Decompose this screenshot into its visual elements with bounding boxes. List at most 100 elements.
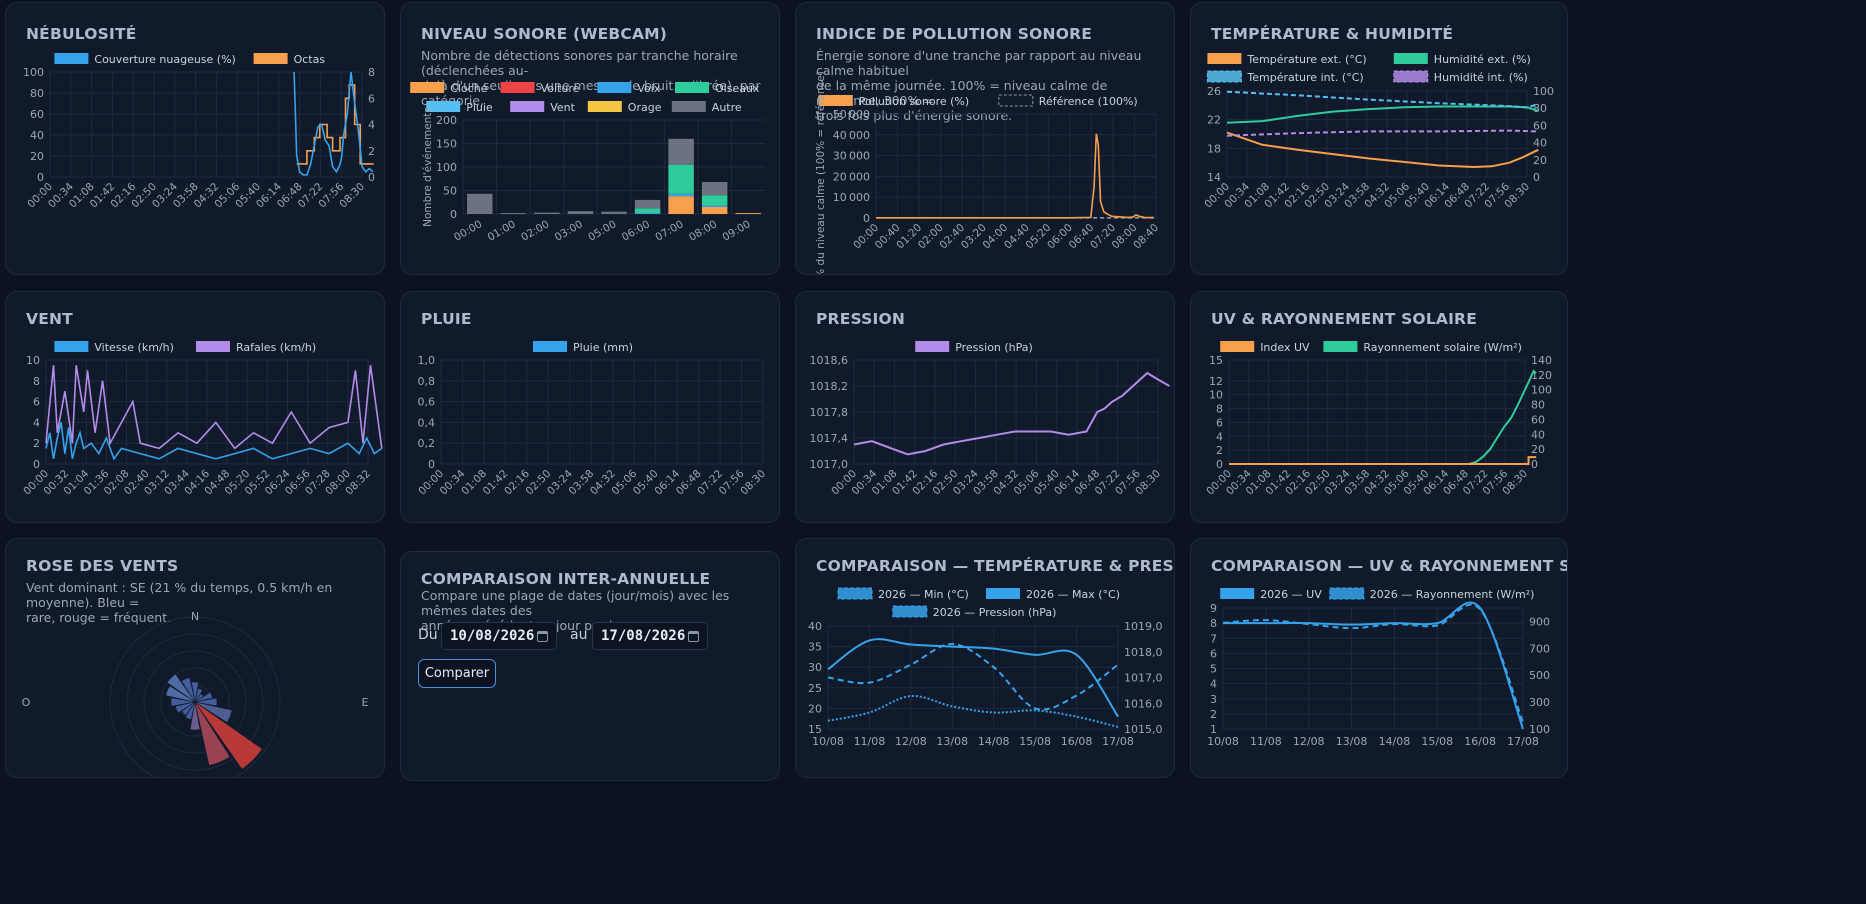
bar-segment [567,211,594,214]
legend-swatch [986,588,1020,599]
y2-tick-label: 80 [1533,102,1547,115]
legend-label: Octas [294,53,326,66]
y2-tick-label: 1016,0 [1124,697,1163,710]
card-title: UV & RAYONNEMENT SOLAIRE [1211,310,1477,328]
rose-sector [175,701,196,714]
x-tick-label: 17/08 [1102,735,1134,748]
y-tick-label: 7 [1210,632,1217,645]
x-tick-label: 06:00 [620,218,652,244]
y-tick-label: 0 [1216,458,1223,471]
legend-label: Oiseaux [715,82,760,95]
legend-label: Index UV [1260,341,1310,354]
card-rose: ROSE DES VENTS Vent dominant : SE (21 % … [5,538,385,778]
y-tick-label: 10 000 [833,191,870,204]
calendar-icon[interactable] [537,631,548,642]
y2-tick-label: 60 [1533,119,1547,132]
wind-rose-chart: N O E [22,610,369,777]
pluie-chart: Pluie (mm)00,20,40,60,81,000:0000:3401:0… [416,341,768,498]
y-tick-label: 1017,0 [810,458,849,471]
to-date-input[interactable]: 17/08/2026 [592,622,708,650]
y-tick-label: 9 [1210,602,1217,615]
legend-swatch [892,605,928,618]
card-title: COMPARAISON INTER-ANNUELLE [421,570,711,588]
temperature-chart: Température ext. (°C) Humidité ext. (%) Te… [1202,53,1554,211]
legend-label: 2026 — Min (°C) [878,588,969,601]
series-line-pressure [827,643,1119,711]
y2-tick-label: 700 [1529,642,1550,655]
rose-sector [194,701,263,770]
cmp-temp-chart: 2026 — Min (°C) 2026 — Max (°C) 2026 — Pre… [808,587,1163,748]
bar-segment [601,211,627,214]
y2-tick-label: 80 [1531,399,1545,412]
y-tick-label: 10 [26,354,40,367]
rose-sector [170,697,196,707]
series-line-temp-ext [1226,131,1539,169]
calendar-icon[interactable] [688,631,699,642]
y-tick-label: 0 [863,212,870,225]
rose-sector [194,701,231,766]
y-tick-label: 5 [1210,663,1217,676]
y-tick-label: 4 [1216,430,1223,443]
x-tick-label: 13/08 [1336,735,1368,748]
series-line-pollution [876,133,1154,219]
bar-segment [634,199,661,209]
rose-sector [191,681,199,703]
legend-label: Pluie [466,101,493,114]
dir-label-o: O [22,696,31,709]
y-tick-label: 0 [33,458,40,471]
card-title: ROSE DES VENTS [26,557,179,575]
rose-sector [194,693,204,703]
series-line-hum-ext [1226,105,1539,124]
y2-tick-label: 8 [368,66,375,79]
from-date-input[interactable]: 10/08/2026 [441,622,557,650]
y-tick-label: 0,6 [418,396,436,409]
pression-chart: Pression (hPa) 1017,0 1017,4 1017,8 1018,2 10… [810,341,1170,498]
y-tick-label: 1 [1210,723,1217,736]
y-tick-label: 1018,6 [810,354,849,367]
y-tick-label: 25 [808,682,822,695]
nebulosite-chart: Couverture nuageuse (%) Octas020406080100… [23,53,375,211]
y-tick-label: 6 [1210,647,1217,660]
legend-swatch [1393,70,1429,83]
bar-segment [634,213,661,214]
legend-label: Orage [628,101,662,114]
bar-segment [467,193,493,214]
legend-swatch [1329,587,1365,600]
card-title: COMPARAISON — TEMPÉRATURE & PRESSION [816,557,1174,575]
legend-swatch [54,341,89,352]
y-tick-label: 8 [1216,403,1223,416]
card-sonore: NIVEAU SONORE (WEBCAM) Nombre de détecti… [400,2,780,275]
y2-tick-label: 40 [1531,428,1545,441]
compare-button[interactable]: Comparer [418,659,496,688]
x-tick-label: 16/08 [1464,735,1496,748]
card-title: PRESSION [816,310,906,328]
y2-tick-label: 300 [1529,696,1550,709]
x-tick-label: 15/08 [1019,735,1051,748]
card-pression: PRESSION Pression (hPa) 1017,0 1017,4 1017,… [795,291,1175,523]
legend-label: Pollution sonore (%) [859,95,969,108]
x-tick-label: 09:00 [721,218,753,244]
y2-tick-label: 40 [1533,137,1547,150]
legend-label: 2026 — Rayonnement (W/m²) [1370,588,1535,601]
rose-sector [165,685,196,703]
bar-segment [701,182,728,196]
y-tick-label: 0,2 [418,437,436,450]
desc-line: Énergie sonore d'une tranche par rapport… [816,48,1142,78]
y-tick-label: 0 [428,458,435,471]
card-pollution: INDICE DE POLLUTION SONORE Énergie sonor… [795,2,1175,275]
y-tick-label: 8 [1210,617,1217,630]
y2-tick-label: 100 [1529,723,1550,736]
legend-label: Rafales (km/h) [236,341,316,354]
y-tick-label: 80 [30,87,44,100]
series-line-pressure [853,371,1170,456]
legend-swatch [915,341,950,352]
y2-tick-label: 120 [1531,369,1552,382]
legend-label: Rayonnement solaire (W/m²) [1363,341,1522,354]
y-tick-label: 2 [33,437,40,450]
vent-chart: Vitesse (km/h) Rafales (km/h)024681000:00… [21,341,383,498]
y-tick-label: 15 [808,723,822,736]
legend-swatch [253,53,288,64]
y-tick-label: 50 000 [833,108,870,121]
y-tick-label: 1,0 [418,354,436,367]
y2-tick-label: 0 [1531,458,1538,471]
